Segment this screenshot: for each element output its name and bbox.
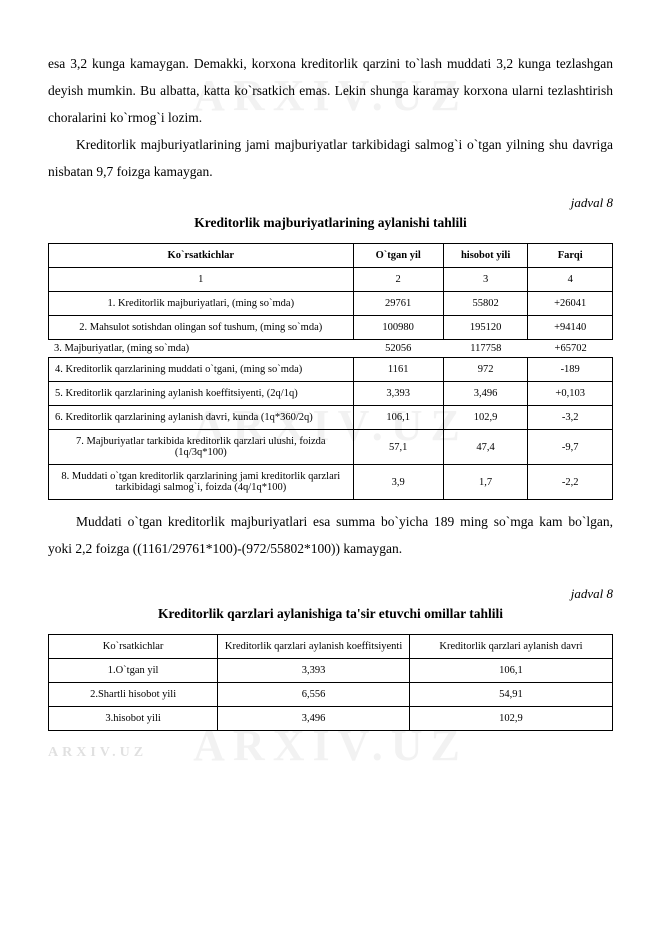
t1-numrow-4: 4 bbox=[528, 268, 613, 292]
t1-numrow-3: 3 bbox=[443, 268, 528, 292]
t1-numrow-1: 1 bbox=[49, 268, 354, 292]
t1-cell: -189 bbox=[528, 358, 613, 382]
t2-cell: 2.Shartli hisobot yili bbox=[49, 683, 218, 707]
t2-cell: 1.O`tgan yil bbox=[49, 659, 218, 683]
t1-cell: +94140 bbox=[528, 316, 613, 340]
t1-cell: 100980 bbox=[353, 316, 443, 340]
t2-cell: 54,91 bbox=[409, 683, 612, 707]
table-2: Ko`rsatkichlar Kreditorlik qarzlari ayla… bbox=[48, 634, 613, 731]
table-1-upper: Ko`rsatkichlar O`tgan yil hisobot yili F… bbox=[48, 243, 613, 340]
t1-cell: 55802 bbox=[443, 292, 528, 316]
paragraph-3: Muddati o`tgan kreditorlik majburiyatlar… bbox=[48, 508, 613, 562]
t1-header-hisobot: hisobot yili bbox=[443, 244, 528, 268]
table-title-2: Kreditorlik qarzlari aylanishiga ta'sir … bbox=[48, 606, 613, 622]
t1-row-label: 5. Kreditorlik qarzlarining aylanish koe… bbox=[49, 382, 354, 406]
t1-cell: -2,2 bbox=[528, 465, 613, 500]
t2-cell: 3,496 bbox=[218, 707, 410, 731]
t1-row-label: 8. Muddati o`tgan kreditorlik qarzlarini… bbox=[49, 465, 354, 500]
t1-cell: 1161 bbox=[353, 358, 443, 382]
t1-cell: 3,393 bbox=[353, 382, 443, 406]
t1-cell: 3,496 bbox=[443, 382, 528, 406]
t1-header-ko: Ko`rsatkichlar bbox=[49, 244, 354, 268]
t1-cell: 47,4 bbox=[443, 430, 528, 465]
t1-cell: -3,2 bbox=[528, 406, 613, 430]
t2-cell: 3.hisobot yili bbox=[49, 707, 218, 731]
paragraph-2: Kreditorlik majburiyatlarining jami majb… bbox=[48, 131, 613, 185]
t1-outside-label: 3. Majburiyatlar, (ming so`mda) bbox=[48, 340, 353, 357]
t1-cell: 102,9 bbox=[443, 406, 528, 430]
t1-row-label: 1. Kreditorlik majburiyatlari, (ming so`… bbox=[49, 292, 354, 316]
t1-cell: 106,1 bbox=[353, 406, 443, 430]
t1-row-label: 6. Kreditorlik qarzlarining aylanish dav… bbox=[49, 406, 354, 430]
table-caption-2: jadval 8 bbox=[48, 586, 613, 602]
t1-outside-cell: 52056 bbox=[353, 340, 443, 357]
table-caption-1: jadval 8 bbox=[48, 195, 613, 211]
t1-cell: 29761 bbox=[353, 292, 443, 316]
t1-cell: -9,7 bbox=[528, 430, 613, 465]
t2-cell: 106,1 bbox=[409, 659, 612, 683]
t1-cell: +26041 bbox=[528, 292, 613, 316]
t1-cell: 972 bbox=[443, 358, 528, 382]
t1-numrow-2: 2 bbox=[353, 268, 443, 292]
t1-cell: 3,9 bbox=[353, 465, 443, 500]
t2-cell: 102,9 bbox=[409, 707, 612, 731]
t2-header-2: Kreditorlik qarzlari aylanish koeffitsiy… bbox=[218, 635, 410, 659]
t2-cell: 6,556 bbox=[218, 683, 410, 707]
t1-header-farqi: Farqi bbox=[528, 244, 613, 268]
t2-header-1: Ko`rsatkichlar bbox=[49, 635, 218, 659]
t1-header-otgan: O`tgan yil bbox=[353, 244, 443, 268]
table-1-lower: 4. Kreditorlik qarzlarining muddati o`tg… bbox=[48, 357, 613, 500]
t1-outside-cell: 117758 bbox=[443, 340, 528, 357]
paragraph-1: esa 3,2 kunga kamaygan. Demakki, korxona… bbox=[48, 50, 613, 131]
t1-cell: +0,103 bbox=[528, 382, 613, 406]
t2-header-3: Kreditorlik qarzlari aylanish davri bbox=[409, 635, 612, 659]
t1-row-label: 2. Mahsulot sotishdan olingan sof tushum… bbox=[49, 316, 354, 340]
table-title-1: Kreditorlik majburiyatlarining aylanishi… bbox=[48, 215, 613, 231]
table-1-outside-row: 3. Majburiyatlar, (ming so`mda) 52056 11… bbox=[48, 340, 613, 357]
t2-cell: 3,393 bbox=[218, 659, 410, 683]
t1-row-label: 7. Majburiyatlar tarkibida kreditorlik q… bbox=[49, 430, 354, 465]
t1-row-label: 4. Kreditorlik qarzlarining muddati o`tg… bbox=[49, 358, 354, 382]
t1-outside-cell: +65702 bbox=[528, 340, 613, 357]
t1-cell: 195120 bbox=[443, 316, 528, 340]
t1-cell: 57,1 bbox=[353, 430, 443, 465]
t1-cell: 1,7 bbox=[443, 465, 528, 500]
watermark-footer: ARXIV.UZ bbox=[48, 745, 147, 761]
